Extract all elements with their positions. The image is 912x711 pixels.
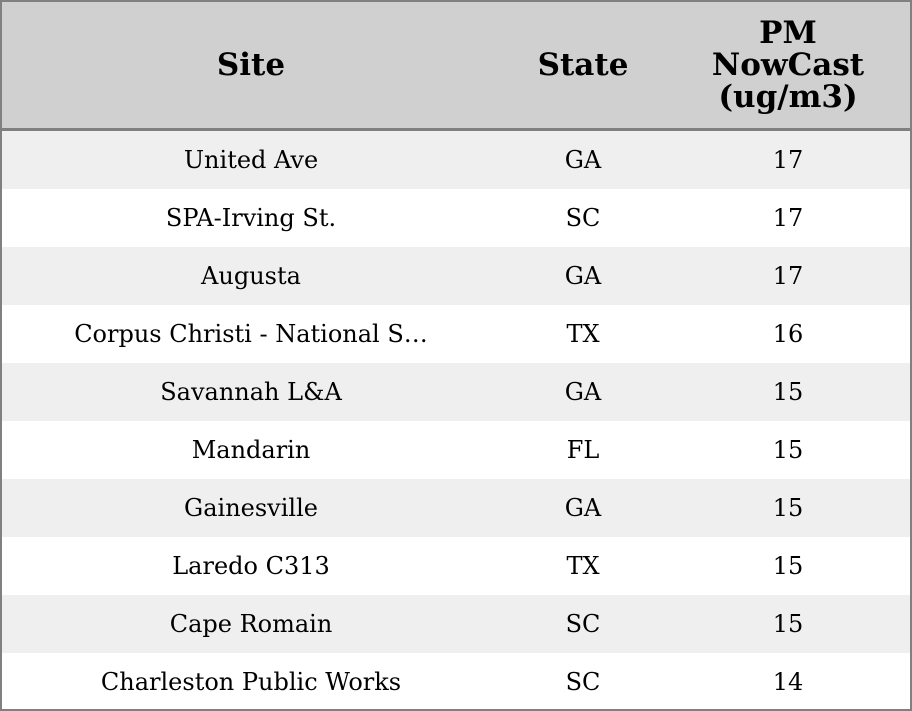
table-cell: 15 xyxy=(666,479,910,537)
table-cell: TX xyxy=(566,320,600,348)
table-cell: Charleston Public Works xyxy=(100,668,402,696)
header-text: Site xyxy=(216,47,286,83)
table-cell: Augusta xyxy=(2,247,500,305)
table-row: Corpus Christi - National S… TX 16 xyxy=(2,305,910,363)
table-cell: GA xyxy=(500,247,666,305)
header-text: PM NowCast (ug/m3) xyxy=(711,15,865,115)
table-row: Gainesville GA 15 xyxy=(2,479,910,537)
header-cell: State xyxy=(500,2,666,131)
table-cell: United Ave xyxy=(2,129,500,189)
table-cell: SC xyxy=(565,204,601,232)
table-cell: 15 xyxy=(666,363,910,421)
table-cell: 16 xyxy=(772,320,804,348)
table-row: Laredo C313 TX 15 xyxy=(2,537,910,595)
table-cell: Laredo C313 xyxy=(172,552,330,580)
table-cell: SC xyxy=(565,668,601,696)
header-text: State xyxy=(537,47,629,83)
table-row: Augusta GA 17 xyxy=(2,247,910,305)
table-cell: GA xyxy=(500,479,666,537)
table-cell: TX xyxy=(566,552,600,580)
table-cell: 15 xyxy=(772,436,804,464)
table-cell: SPA-Irving St. xyxy=(165,204,337,232)
header-cell: PM NowCast (ug/m3) xyxy=(666,2,910,131)
table-cell: 17 xyxy=(772,204,804,232)
table-row: SPA-Irving St. SC 17 xyxy=(2,189,910,247)
table-row: Mandarin FL 15 xyxy=(2,421,910,479)
table-cell: GA xyxy=(500,129,666,189)
table-cell: Gainesville xyxy=(2,479,500,537)
table-cell: 15 xyxy=(666,595,910,653)
table-row: Savannah L&A GA 15 xyxy=(2,363,910,421)
table-cell: GA xyxy=(500,363,666,421)
table-cell: Cape Romain xyxy=(2,595,500,653)
header-cell: Site xyxy=(2,2,500,131)
table-cell: Savannah L&A xyxy=(2,363,500,421)
table-cell: FL xyxy=(566,436,600,464)
table-row: Cape Romain SC 15 xyxy=(2,595,910,653)
table-cell: 15 xyxy=(772,552,804,580)
table-cell: 17 xyxy=(666,247,910,305)
table-cell: SC xyxy=(500,595,666,653)
table-cell: Corpus Christi - National S… xyxy=(74,320,428,348)
table-cell: 17 xyxy=(666,129,910,189)
table-cell: Mandarin xyxy=(191,436,311,464)
table-row: Charleston Public Works SC 14 xyxy=(2,653,910,711)
header-row: Site State PM NowCast (ug/m3) xyxy=(2,2,910,131)
table-cell: 14 xyxy=(772,668,804,696)
table-row: United Ave GA 17 xyxy=(2,129,910,189)
